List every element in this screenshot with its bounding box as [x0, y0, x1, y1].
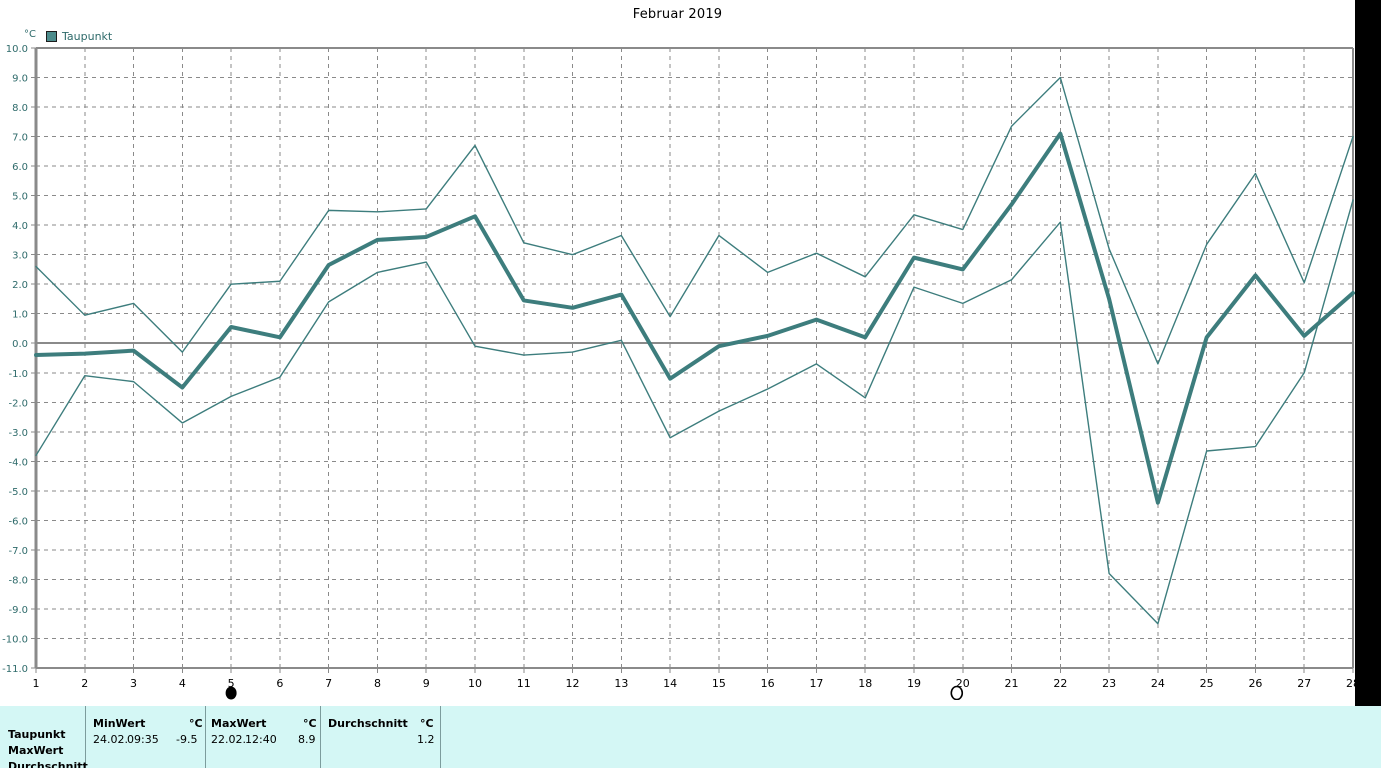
summary-divider-2: [205, 706, 320, 768]
summary-min-time: 09:35: [127, 733, 159, 746]
x-axis-tick-label: 5: [228, 677, 235, 690]
y-axis-tick-label: -8.0: [8, 575, 28, 586]
y-axis-tick-label: 5.0: [12, 192, 28, 203]
x-axis-tick-label: 22: [1053, 677, 1067, 690]
y-axis-tick-label: 9.0: [12, 74, 28, 85]
full-moon-icon: [950, 685, 964, 700]
y-axis-tick-label: 0.0: [12, 339, 28, 350]
y-axis-tick-label: -3.0: [8, 428, 28, 439]
summary-min-date: 24.02.: [93, 733, 128, 746]
y-axis-tick-label: 8.0: [12, 103, 28, 114]
summary-divider-1: [85, 706, 205, 768]
moon-phase-markers: [225, 685, 964, 700]
summary-avg-value: 1.2: [417, 733, 435, 746]
summary-divider-4: [440, 706, 450, 768]
y-axis-ticks: 10.0 9.0 8.0 7.0 6.0 5.0 4.0 3.0 2.0 1.0 0.0 -1.0 -2…: [2, 44, 36, 675]
x-axis-tick-label: 10: [468, 677, 482, 690]
chart-svg: 10.0 9.0 8.0 7.0 6.0 5.0 4.0 3.0 2.0 1.0 0.0 -1.0 -2…: [2, 44, 1360, 700]
x-axis-tick-label: 19: [907, 677, 921, 690]
y-axis-tick-label: -6.0: [8, 516, 28, 527]
x-axis-tick-label: 8: [374, 677, 381, 690]
page-title: Februar 2019: [632, 7, 723, 22]
series-line-maximum: [35, 76, 1354, 365]
x-axis-tick-label: 24: [1151, 677, 1165, 690]
x-axis-tick-label: 13: [614, 677, 628, 690]
y-axis-tick-label: 6.0: [12, 162, 28, 173]
y-axis-tick-label: -11.0: [2, 664, 28, 675]
x-axis-tick-label: 6: [276, 677, 283, 690]
y-axis-tick-label: 2.0: [12, 280, 28, 291]
x-axis-tick-label: 18: [858, 677, 872, 690]
x-axis-tick-label: 12: [566, 677, 580, 690]
summary-header-minwert: MinWert: [93, 717, 146, 730]
summary-table: Taupunkt MaxWert Durchschnitt MinWert °C…: [0, 706, 1381, 768]
x-axis-tick-label: 2: [81, 677, 88, 690]
y-axis-tick-label: -5.0: [8, 487, 28, 498]
summary-divider-3: [320, 706, 440, 768]
y-axis-tick-label: 3.0: [12, 251, 28, 262]
x-axis-tick-label: 11: [517, 677, 531, 690]
y-axis-tick-label: -1.0: [8, 369, 28, 380]
summary-min-value: -9.5: [176, 733, 198, 746]
chart-legend: Taupunkt: [46, 30, 112, 43]
right-edge-bar: [1355, 0, 1381, 706]
summary-header-durchschnitt: Durchschnitt: [328, 717, 408, 730]
y-axis-tick-label: 10.0: [6, 44, 28, 55]
x-axis-tick-label: 9: [423, 677, 430, 690]
x-axis-tick-label: 15: [712, 677, 726, 690]
y-axis-tick-label: -7.0: [8, 546, 28, 557]
summary-max-time: 12:40: [245, 733, 277, 746]
legend-label-taupunkt: Taupunkt: [62, 30, 113, 43]
y-axis-tick-label: -2.0: [8, 398, 28, 409]
x-axis-tick-label: 26: [1248, 677, 1262, 690]
y-axis-tick-label: -10.0: [2, 634, 28, 645]
y-axis-tick-label: 7.0: [12, 133, 28, 144]
x-axis-tick-label: 17: [809, 677, 823, 690]
summary-row-label-maxwert: MaxWert: [8, 744, 64, 757]
y-axis-tick-label: -4.0: [8, 457, 28, 468]
chart-plot-area: 10.0 9.0 8.0 7.0 6.0 5.0 4.0 3.0 2.0 1.0 0.0 -1.0 -2…: [2, 44, 1360, 700]
summary-max-date: 22.02.: [211, 733, 246, 746]
x-axis-tick-label: 4: [179, 677, 186, 690]
summary-header-minwert-unit: °C: [189, 717, 203, 730]
x-axis-tick-label: 3: [130, 677, 137, 690]
x-axis-tick-label: 23: [1102, 677, 1116, 690]
summary-row-label-durchschnitt: Durchschnitt: [8, 760, 88, 768]
summary-max-value: 8.9: [298, 733, 316, 746]
y-axis-unit-label: °C: [24, 29, 36, 40]
x-axis-tick-label: 16: [761, 677, 775, 690]
summary-row-label-taupunkt: Taupunkt: [8, 728, 66, 741]
x-axis-tick-label: 14: [663, 677, 677, 690]
series-line-minimum: [35, 199, 1354, 625]
x-axis-ticks: 1 2 3 4 5 6 7 8 9 10 11 12 13 14 15 16 17 18 19 20 21 22 23 24 2…: [33, 668, 1360, 690]
new-moon-icon: [225, 686, 237, 700]
plot-frame: [34, 47, 1354, 669]
summary-header-durchschnitt-unit: °C: [420, 717, 434, 730]
grid-lines: [36, 48, 1353, 668]
y-axis-tick-label: 4.0: [12, 221, 28, 232]
y-axis-tick-label: 1.0: [12, 310, 28, 321]
data-series: [34, 76, 1355, 625]
x-axis-tick-label: 27: [1297, 677, 1311, 690]
x-axis-tick-label: 7: [325, 677, 332, 690]
x-axis-tick-label: 25: [1200, 677, 1214, 690]
x-axis-tick-label: 20: [956, 677, 970, 690]
series-line-durchschnitt: [34, 131, 1355, 505]
legend-swatch-taupunkt: [46, 31, 57, 42]
y-axis-tick-label: -9.0: [8, 605, 28, 616]
x-axis-tick-label: 21: [1005, 677, 1019, 690]
summary-header-maxwert: MaxWert: [211, 717, 267, 730]
summary-header-maxwert-unit: °C: [303, 717, 317, 730]
x-axis-tick-label: 1: [33, 677, 40, 690]
